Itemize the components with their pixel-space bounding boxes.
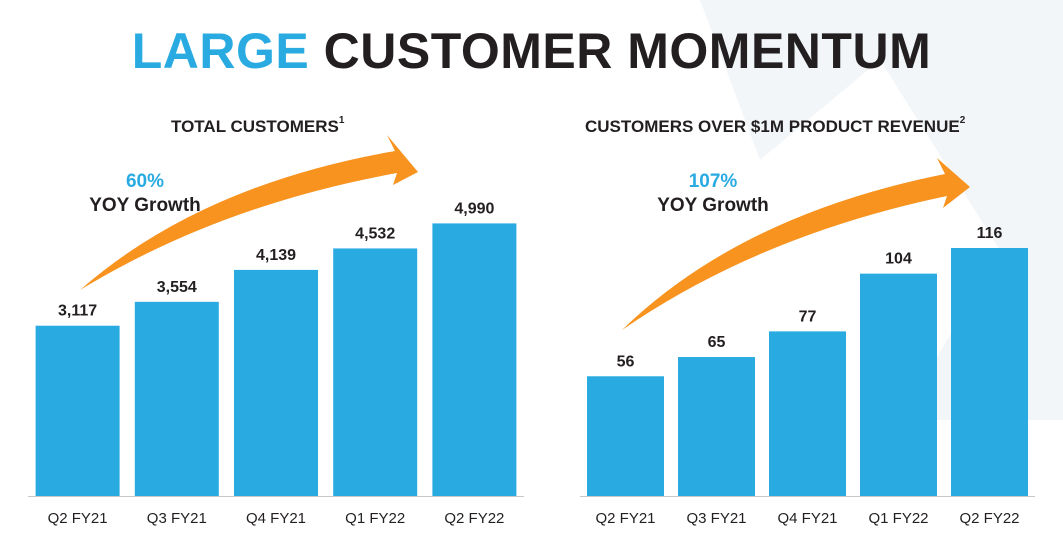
left-growth-annotation: 60% YOY Growth [70, 170, 220, 218]
right-chart-title-text: CUSTOMERS OVER $1M PRODUCT REVENUE [585, 117, 960, 136]
right-bar [860, 273, 937, 496]
right-growth-pct: 107% [688, 171, 738, 192]
left-bar [35, 325, 120, 496]
left-bar [234, 269, 318, 496]
left-chart-title: TOTAL CUSTOMERS1 [171, 115, 345, 137]
right-category-label: Q4 FY21 [777, 510, 837, 527]
right-growth-arrow [622, 158, 970, 330]
title-rest: CUSTOMER MOMENTUM [323, 23, 932, 79]
right-category-label: Q1 FY22 [868, 510, 928, 527]
left-chart-title-text: TOTAL CUSTOMERS [171, 117, 339, 136]
left-category-label: Q2 FY22 [444, 510, 504, 527]
left-bar-value-label: 4,532 [355, 225, 395, 242]
right-bar [678, 357, 755, 496]
right-bar-value-label: 77 [799, 308, 817, 325]
left-category-label: Q1 FY22 [345, 510, 405, 527]
left-category-label: Q4 FY21 [246, 510, 306, 527]
right-growth-annotation: 107% YOY Growth [638, 170, 788, 218]
left-bar [333, 248, 418, 496]
left-bar-value-label: 3,554 [157, 279, 197, 296]
left-growth-pct: 60% [125, 171, 165, 192]
right-bar-value-label: 116 [977, 225, 1003, 242]
right-bar [769, 331, 846, 496]
right-growth-label: YOY Growth [657, 195, 769, 216]
right-category-label: Q3 FY21 [686, 510, 746, 527]
left-chart-footnote: 1 [338, 115, 345, 127]
left-bar [134, 301, 219, 496]
right-bar-value-label: 65 [708, 334, 726, 351]
right-chart-title: CUSTOMERS OVER $1M PRODUCT REVENUE2 [585, 115, 966, 137]
left-bar-value-label: 4,990 [454, 200, 494, 217]
right-category-label: Q2 FY21 [595, 510, 655, 527]
title-accent: LARGE [131, 23, 310, 79]
right-bar-value-label: 56 [617, 353, 635, 370]
left-growth-arrow [80, 135, 418, 290]
left-category-label: Q3 FY21 [147, 510, 207, 527]
right-bar [587, 376, 664, 496]
left-category-label: Q2 FY21 [48, 510, 108, 527]
right-category-label: Q2 FY22 [959, 510, 1019, 527]
left-bar [432, 223, 517, 497]
page-title: LARGE CUSTOMER MOMENTUM [0, 22, 1063, 80]
right-bar-value-label: 104 [885, 251, 912, 268]
left-bar-value-label: 4,139 [256, 247, 296, 264]
right-bar [951, 248, 1028, 496]
left-growth-label: YOY Growth [89, 195, 201, 216]
right-chart-footnote: 2 [959, 115, 966, 127]
left-bar-value-label: 3,117 [58, 303, 97, 320]
